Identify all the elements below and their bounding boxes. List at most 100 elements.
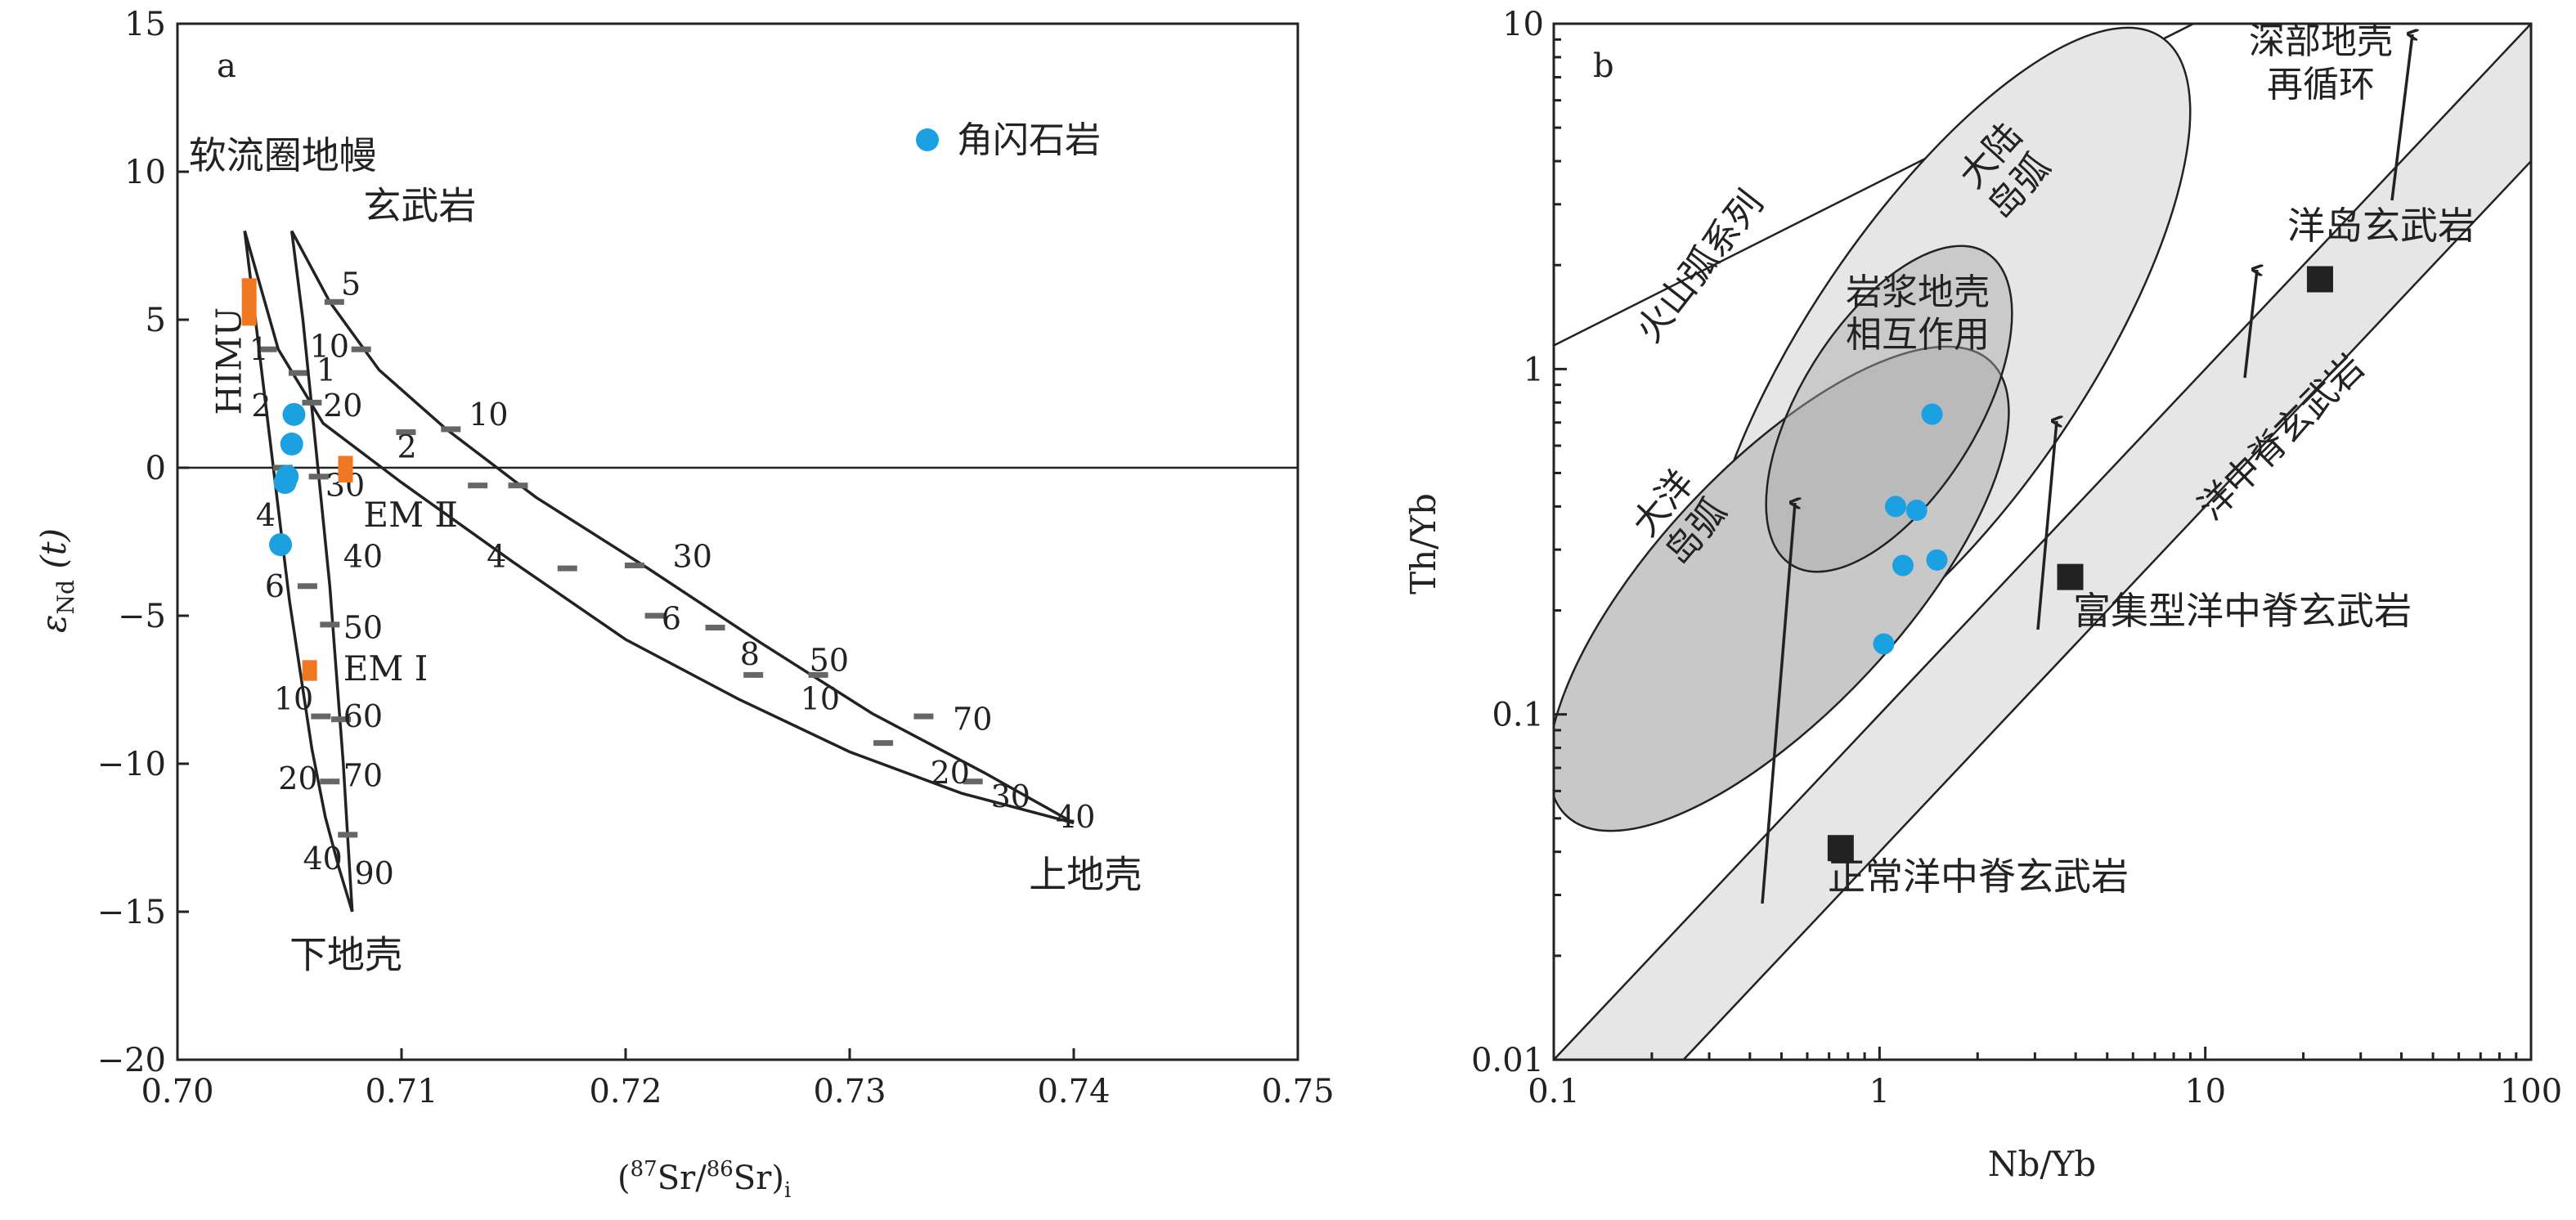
panel-a-curve-tick: [320, 621, 340, 628]
panel-a-curve-label: 20: [323, 388, 362, 424]
panel-a-curve-label: 8: [740, 636, 760, 672]
panel-b-data-point: [1926, 549, 1948, 571]
panel-a-curve-tick: [441, 426, 461, 433]
panel-a-curve-label: 10: [469, 397, 508, 433]
panel-a-plot-frame: [176, 22, 1299, 1061]
panel-a-curve-tick: [396, 429, 416, 436]
panel-b-arrow-4: [2390, 34, 2412, 201]
panel-a-curve-tick: [508, 482, 528, 489]
panel-a-curve-label: 60: [343, 698, 383, 734]
panel-a-chart: a 0.70 0.71 0.72 0.73 0.74 0.75 −20 −15 −10 −5 0 5…: [34, 6, 1335, 1203]
panel-b-y-axis-title: Th/Yb: [1403, 493, 1443, 594]
panel-a-curve-label: 2: [397, 429, 417, 465]
panel-b-y-tick-label: 10: [1502, 6, 1544, 43]
panel-a-legend-marker: [916, 128, 939, 151]
panel-b-reference-marker: [2057, 563, 2084, 590]
panel-a-upper-crust-label: 上地壳: [1029, 853, 1142, 897]
panel-a-curve-tick: [557, 565, 577, 572]
panel-b-reference-label: 富集型洋中脊玄武岩: [2073, 589, 2412, 633]
panel-a-curve-label: 70: [953, 702, 992, 738]
panel-a-curve-label: 2: [251, 388, 271, 424]
panel-a-curve-tick: [308, 473, 329, 480]
panel-a-x-tick-label: 0.70: [141, 1073, 213, 1110]
panel-b-oceanic-arc-field: [1554, 345, 2010, 832]
panel-b-x-tick-label: 100: [2500, 1073, 2562, 1110]
panel-a-curve-tick: [808, 671, 828, 678]
panel-b-data-point: [1921, 403, 1943, 425]
panel-a-y-tick-label: 10: [124, 154, 166, 191]
panel-b-reference-marker: [1827, 835, 1854, 862]
panel-a-curve-label: 1: [316, 352, 336, 388]
panel-a-mixing-curve: [289, 231, 354, 913]
panel-a-curve-label: 6: [265, 568, 285, 604]
panel-a-source-bar: [241, 278, 257, 326]
panel-a-data-point: [282, 402, 306, 426]
panel-a-x-tick-label: 0.75: [1261, 1073, 1334, 1110]
panel-a-curve-label: 40: [343, 539, 383, 575]
panel-b-x-tick-label: 0.1: [1528, 1073, 1580, 1110]
panel-a-curve-label: 30: [673, 539, 712, 575]
panel-a-em2-label: EM Ⅱ: [363, 495, 458, 535]
panel-a-curve-label: 20: [931, 755, 970, 791]
panel-b-y-tick-label: 0.01: [1471, 1042, 1544, 1079]
panel-b-data-point: [1892, 554, 1914, 576]
panel-a-y-tick-label: 15: [124, 6, 166, 43]
panel-a-curve-tick: [873, 740, 894, 747]
panel-a-curve-label: 6: [662, 601, 681, 637]
panel-b-deep-crust-label-2: 再循环: [2267, 64, 2375, 105]
panel-b-x-tick-label: 10: [2184, 1073, 2226, 1110]
panel-a-y-tick-label: −5: [118, 598, 166, 635]
panel-a-y-tick-label: −15: [97, 894, 166, 931]
panel-b-label: b: [1593, 47, 1614, 85]
panel-a-asthenosphere-label: 软流圈地幔: [189, 133, 377, 177]
panel-a-curve-label: 70: [343, 757, 383, 793]
panel-a-y-tick-label: 0: [146, 450, 166, 487]
panel-a-curve-label: 10: [801, 680, 840, 716]
panel-b-x-tick-label: 1: [1869, 1073, 1890, 1110]
panel-a-em1-label: EM Ⅰ: [343, 648, 429, 688]
panel-a-curve-tick: [468, 482, 488, 489]
panel-b-crustal-interaction-label-1: 岩浆地壳: [1846, 271, 1990, 313]
panel-a-curve-tick: [311, 713, 331, 720]
panel-a-y-tick-label: −20: [97, 1042, 166, 1079]
panel-a-curve-tick: [302, 399, 322, 406]
panel-b-reference-label: 洋岛玄武岩: [2287, 204, 2475, 248]
panel-a-x-tick-label: 0.72: [589, 1073, 662, 1110]
panel-b-crustal-interaction-label-2: 相互作用: [1846, 314, 1990, 356]
panel-a-himu-label: HIMU: [209, 307, 249, 415]
panel-a-source-bar: [302, 660, 317, 681]
panel-a-curve-label: 1: [249, 331, 269, 367]
panel-a-curve-label: 4: [256, 497, 276, 533]
panel-a-curve-tick: [913, 713, 934, 720]
panel-a-x-ticks: 0.70 0.71 0.72 0.73 0.74 0.75: [141, 1048, 1335, 1110]
panel-a-curve-label: 90: [354, 855, 393, 891]
panel-b-x-ticks: 0.1 1 10 100: [1528, 1047, 2562, 1110]
panel-b-x-axis-title: Nb/Yb: [1988, 1144, 2096, 1184]
panel-a-curve-label: 40: [1056, 799, 1095, 835]
panel-b-crustal-interaction-field: [1765, 244, 2013, 573]
panel-a-curve-tick: [320, 778, 340, 785]
panel-a-x-tick-label: 0.73: [813, 1073, 886, 1110]
panel-a-data-point: [269, 533, 293, 557]
panel-a-legend: 角闪石岩: [916, 119, 1101, 161]
panel-a-curve-tick: [257, 346, 277, 352]
panel-a-curve-tick: [743, 671, 764, 678]
panel-a-mixing-curve: [243, 230, 1075, 825]
panel-a-curve-tick: [624, 562, 644, 568]
panel-a-data-point: [273, 471, 297, 495]
panel-a-curve-tick: [338, 832, 358, 838]
panel-a-x-axis-title: (87Sr/86Sr)i: [617, 1157, 791, 1203]
panel-b-data-point: [1905, 500, 1928, 522]
panel-a-curve-tick: [324, 298, 344, 305]
panel-a-y-ticks: −20 −15 −10 −5 0 5 10 15: [97, 6, 189, 1079]
panel-b-plot-frame: [1552, 22, 2533, 1061]
panel-a-mixing-curve: [290, 230, 1075, 824]
panel-a-curve-label: 40: [303, 841, 342, 877]
panel-a-curve-label: 50: [810, 642, 849, 678]
panel-a-curve-label: 5: [341, 267, 361, 303]
panel-a-curve-label: 20: [278, 760, 317, 796]
panel-b-data-point: [1884, 496, 1906, 518]
panel-a-mixing-curves: [243, 230, 1075, 913]
